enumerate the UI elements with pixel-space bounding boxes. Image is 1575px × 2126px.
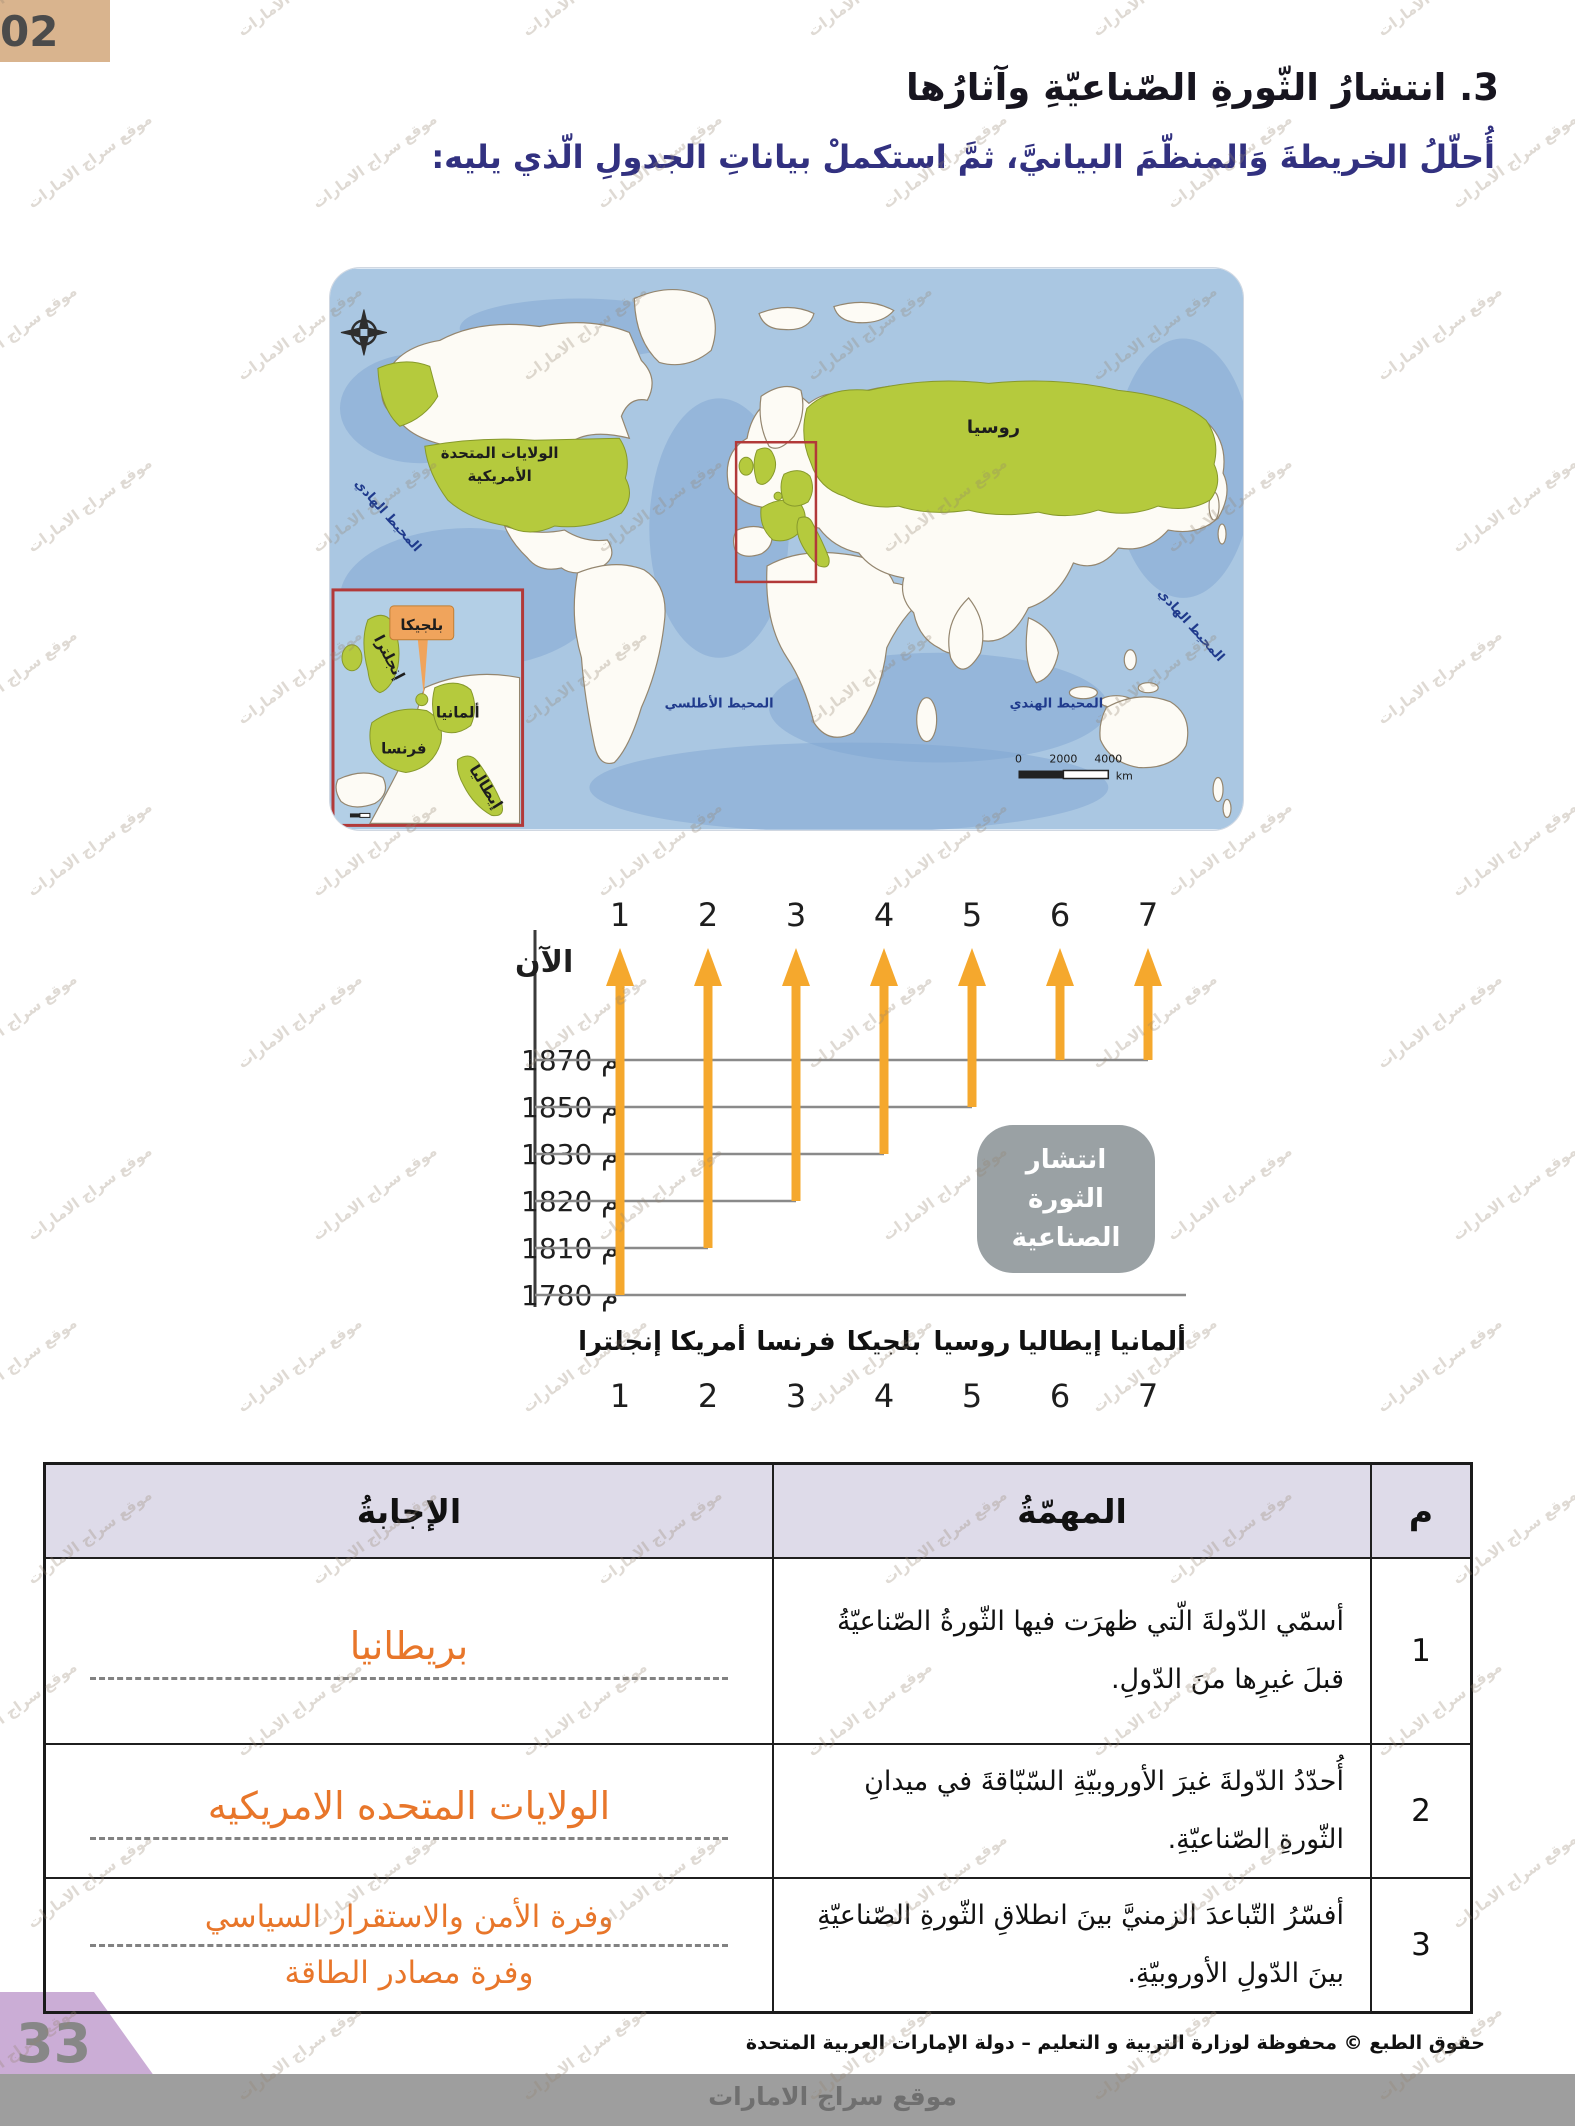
watermark-text: موقع سراج الامارات	[1373, 625, 1506, 729]
answer-line: بريطانيا	[349, 1623, 469, 1668]
copyright-text: حقوق الطبع © محفوظة لوزارة التربية و الت…	[745, 2032, 1485, 2054]
svg-text:روسيا: روسيا	[933, 1327, 1010, 1357]
svg-text:4000: 4000	[1094, 753, 1122, 766]
answer-cell: وفرة الأمن والاستقرار السياسي وفرة مصادر …	[43, 1877, 774, 2014]
inset-germany-label: ألمانيا	[436, 703, 480, 722]
answer-cell: الولايات المتحده الامريكيه	[43, 1742, 774, 1880]
watermark-text: موقع سراج الامارات	[0, 625, 81, 729]
header-task: المهمّةُ	[772, 1462, 1372, 1559]
watermark-text: موقع سراج الامارات	[233, 969, 366, 1073]
svg-text:إنجلترا: إنجلترا	[578, 1327, 662, 1357]
answer-line: الولايات المتحده الامريكيه	[207, 1783, 611, 1828]
watermark-text: موقع سراج الامارات	[233, 1313, 366, 1417]
task-text: أسمّي الدّولةَ الّتي ظهرَت فيها الثّورةُ…	[772, 1557, 1372, 1745]
watermark-text: موقع سراج الامارات	[0, 281, 81, 385]
svg-text:2: 2	[698, 896, 718, 934]
world-map: الولايات المتحدة الأمريكية روسيا المحيط …	[330, 268, 1243, 830]
svg-text:0: 0	[1015, 753, 1022, 766]
svg-text:4: 4	[874, 896, 894, 934]
watermark-text: موقع سراج الامارات	[1374, 0, 1505, 40]
watermark-text: موقع سراج الامارات	[1373, 969, 1506, 1073]
section-heading: 3. انتشارُ الثّورةِ الصّناعيّةِ وآثارُها	[905, 66, 1499, 109]
answer-blank-line	[90, 1943, 728, 1947]
svg-text:4: 4	[874, 1377, 894, 1415]
watermark-text: موقع سراج الامارات	[1089, 0, 1220, 40]
answer-line: وفرة مصادر الطاقة	[284, 1954, 534, 1991]
svg-text:km: km	[1116, 769, 1133, 782]
svg-text:3: 3	[786, 896, 806, 934]
svg-text:5: 5	[962, 1377, 982, 1415]
map-usa-label-2: الأمريكية	[467, 467, 531, 485]
watermark-text: موقع سراج الامارات	[1448, 1141, 1575, 1245]
inset-belgium-label: بلجيكا	[400, 616, 443, 634]
watermark-text: موقع سراج الامارات	[1448, 453, 1575, 557]
watermark-text: موقع سراج الامارات	[0, 969, 81, 1073]
svg-text:7: 7	[1138, 896, 1158, 934]
map-usa-label: الولايات المتحدة	[441, 444, 559, 462]
chart-note: انتشار الثورة الصناعية	[977, 1125, 1155, 1273]
watermark-text: موقع سراج الامارات	[234, 0, 365, 40]
footer-bar: موقع سراج الامارات	[0, 2074, 1575, 2126]
svg-text:2: 2	[698, 1377, 718, 1415]
task-text: أُحدّدُ الدّولةَ غيرَ الأوروبيّةِ السّبّ…	[772, 1742, 1372, 1880]
inset-france-label: فرنسا	[381, 740, 427, 758]
task-text: أفسّرُ التّباعدَ الزمنيَّ بينَ انطلاقِ ا…	[772, 1877, 1372, 2014]
timeline-chart: الآن م 1870 م 1850 م 1830 م 1820 م 1810 م 1780…	[380, 890, 1260, 1420]
row-number: 3	[1370, 1877, 1473, 2014]
row-number: 2	[1370, 1742, 1473, 1880]
europe-focus-rect	[734, 440, 818, 584]
header-no: م	[1370, 1462, 1473, 1559]
watermark-text: موقع سراج الامارات	[1373, 281, 1506, 385]
svg-text:2000: 2000	[1049, 753, 1077, 766]
watermark-text: موقع سراج الامارات	[804, 0, 935, 40]
footer-bar-text: موقع سراج الامارات	[708, 2082, 957, 2111]
svg-text:6: 6	[1050, 896, 1070, 934]
svg-text:بلجيكا: بلجيكا	[847, 1327, 922, 1357]
watermark-text: موقع سراج الامارات	[1373, 1313, 1506, 1417]
answer-blank-line	[90, 1677, 728, 1681]
page-number: 33	[16, 2012, 92, 2075]
svg-text:ألمانيا: ألمانيا	[1110, 1324, 1186, 1357]
row-number: 1	[1370, 1557, 1473, 1745]
watermark-text: موقع سراج الامارات	[23, 453, 156, 557]
answer-line: وفرة الأمن والاستقرار السياسي	[204, 1899, 614, 1936]
map-indian-label: المحيط الهندي	[1010, 697, 1104, 712]
page-corner-number: 02	[0, 0, 110, 62]
svg-text:أمريكا: أمريكا	[670, 1324, 746, 1357]
watermark-text: موقع سراج الامارات	[1448, 797, 1575, 901]
tasks-table: م المهمّةُ الإجابةُ 1 أسمّي الدّولةَ الّت…	[43, 1462, 1473, 2015]
watermark-text: موقع سراج الامارات	[23, 109, 156, 213]
watermark-text: موقع سراج الامارات	[519, 0, 650, 40]
svg-text:الآن: الآن	[515, 945, 573, 980]
svg-text:7: 7	[1138, 1377, 1158, 1415]
table-row: 3 أفسّرُ التّباعدَ الزمنيَّ بينَ انطلاقِ …	[43, 1877, 1473, 2014]
scale-bar: 0 2000 4000 km	[1015, 753, 1133, 783]
watermark-text: موقع سراج الامارات	[23, 1141, 156, 1245]
header-answer: الإجابةُ	[43, 1462, 774, 1559]
watermark-text: موقع سراج الامارات	[23, 797, 156, 901]
svg-text:3: 3	[786, 1377, 806, 1415]
table-row: 2 أُحدّدُ الدّولةَ غيرَ الأوروبيّةِ السّب…	[43, 1742, 1473, 1880]
europe-inset: بلجيكا إنجلترا ألمانيا فرنسا إيطاليا	[331, 588, 525, 827]
watermark-text: موقع سراج الامارات	[308, 109, 441, 213]
instruction-heading: أُحلّلُ الخريطةَ وَالمنظّمَ البيانيَّ، ث…	[431, 138, 1495, 176]
table-row: 1 أسمّي الدّولةَ الّتي ظهرَت فيها الثّورة…	[43, 1557, 1473, 1745]
answer-blank-line	[90, 1837, 728, 1841]
watermark-text: موقع سراج الامارات	[0, 1313, 81, 1417]
svg-text:1: 1	[610, 1377, 630, 1415]
svg-text:إيطاليا: إيطاليا	[1018, 1327, 1102, 1357]
answer-cell: بريطانيا	[43, 1557, 774, 1745]
table-header-row: م المهمّةُ الإجابةُ	[43, 1462, 1473, 1559]
compass-icon	[340, 309, 387, 356]
svg-text:فرنسا: فرنسا	[756, 1327, 835, 1357]
svg-text:1: 1	[610, 896, 630, 934]
map-russia-label: روسيا	[967, 417, 1020, 438]
svg-text:5: 5	[962, 896, 982, 934]
map-atlantic-label: المحيط الأطلسي	[665, 695, 774, 712]
svg-text:6: 6	[1050, 1377, 1070, 1415]
